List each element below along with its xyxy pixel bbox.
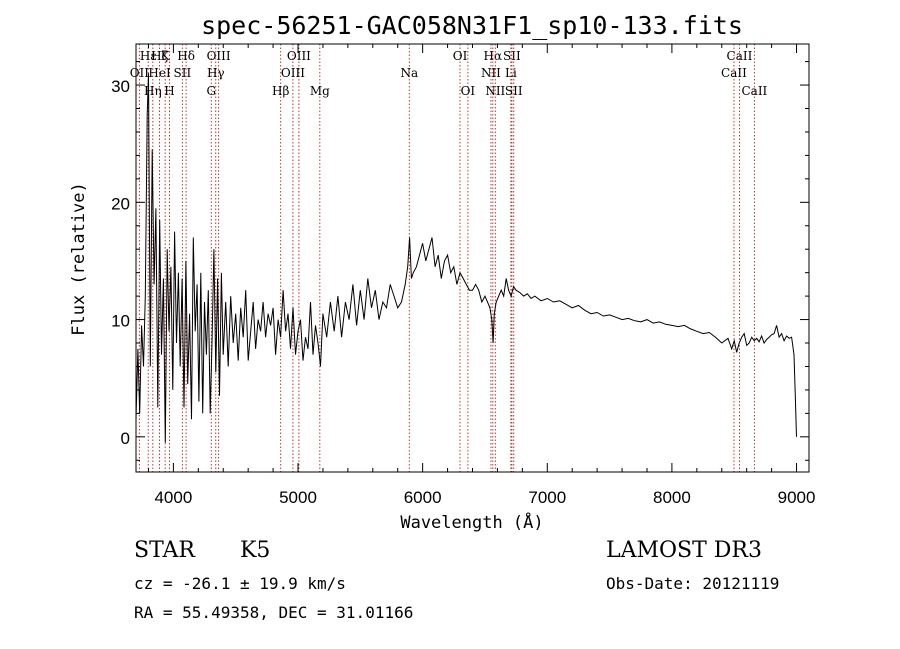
spectral-line-label: Hγ	[207, 66, 225, 80]
spectral-line-label: OIII	[287, 49, 311, 63]
spectral-line-label: CaII	[741, 84, 767, 98]
object-subclass: K5	[240, 538, 271, 563]
y-tick-label: 10	[111, 312, 130, 331]
spectral-line-label: CaII	[727, 49, 753, 63]
redshift-cz: cz = -26.1 ± 19.9 km/s	[134, 574, 346, 593]
spectral-line-label: SII	[503, 49, 521, 63]
y-tick-label: 20	[111, 194, 130, 213]
plot-frame	[135, 43, 810, 473]
x-tick-label: 8000	[653, 488, 691, 507]
y-tick-label: 0	[121, 429, 130, 448]
x-tick-label: 5000	[279, 488, 317, 507]
x-tick-label: 6000	[404, 488, 442, 507]
spectral-line-label: CaII	[721, 66, 747, 80]
chart-title: spec-56251-GAC058N31F1_sp10-133.fits	[201, 11, 743, 40]
spectral-line-label: OII	[130, 66, 150, 80]
x-tick-label: 4000	[154, 488, 192, 507]
spectral-line-label: OI	[461, 84, 476, 98]
series-layer	[135, 73, 797, 443]
coordinates: RA = 55.49358, DEC = 31.01166	[134, 603, 414, 622]
x-tick-label: 9000	[778, 488, 816, 507]
spectral-line-label: Na	[400, 66, 418, 80]
spectral-line-label: Hα	[484, 49, 503, 63]
observation-date: Obs-Date: 20121119	[606, 574, 780, 593]
spectral-line-label: H	[164, 84, 174, 98]
spectrum-line	[135, 73, 797, 443]
spectral-line-label: SII	[505, 84, 523, 98]
spectral-line-label: SII	[174, 66, 192, 80]
spectral-line-label: Hδ	[177, 49, 195, 63]
spectral-line-label: Li	[505, 66, 517, 80]
x-tick-label: 7000	[528, 488, 566, 507]
spectral-line-label: G	[206, 84, 216, 98]
spectral-line-label: HeI	[148, 66, 171, 80]
ticks-layer: 4000 5000 6000 7000 8000 9000 0 10 20 30	[111, 44, 815, 507]
spectral-line-label: NII	[485, 84, 505, 98]
x-axis-label: Wavelength (Å)	[400, 511, 543, 533]
spectral-line-label: OIII	[281, 66, 305, 80]
spectral-line-label: Hβ	[272, 84, 289, 98]
spectral-line-label: Hζ	[151, 49, 168, 63]
survey-name: LAMOST DR3	[606, 538, 762, 563]
y-tick-label: 30	[111, 77, 130, 96]
y-axis-label: Flux (relative)	[69, 182, 89, 336]
spectral-line-label: Mg	[310, 84, 330, 98]
object-class: STAR	[134, 538, 195, 563]
spectral-line-label: K	[161, 49, 171, 63]
spectral-line-label: OI	[453, 49, 468, 63]
spectral-line-label: Hη	[144, 84, 162, 98]
spectral-line-label: OIII	[207, 49, 231, 63]
spectral-line-label: NII	[481, 66, 501, 80]
